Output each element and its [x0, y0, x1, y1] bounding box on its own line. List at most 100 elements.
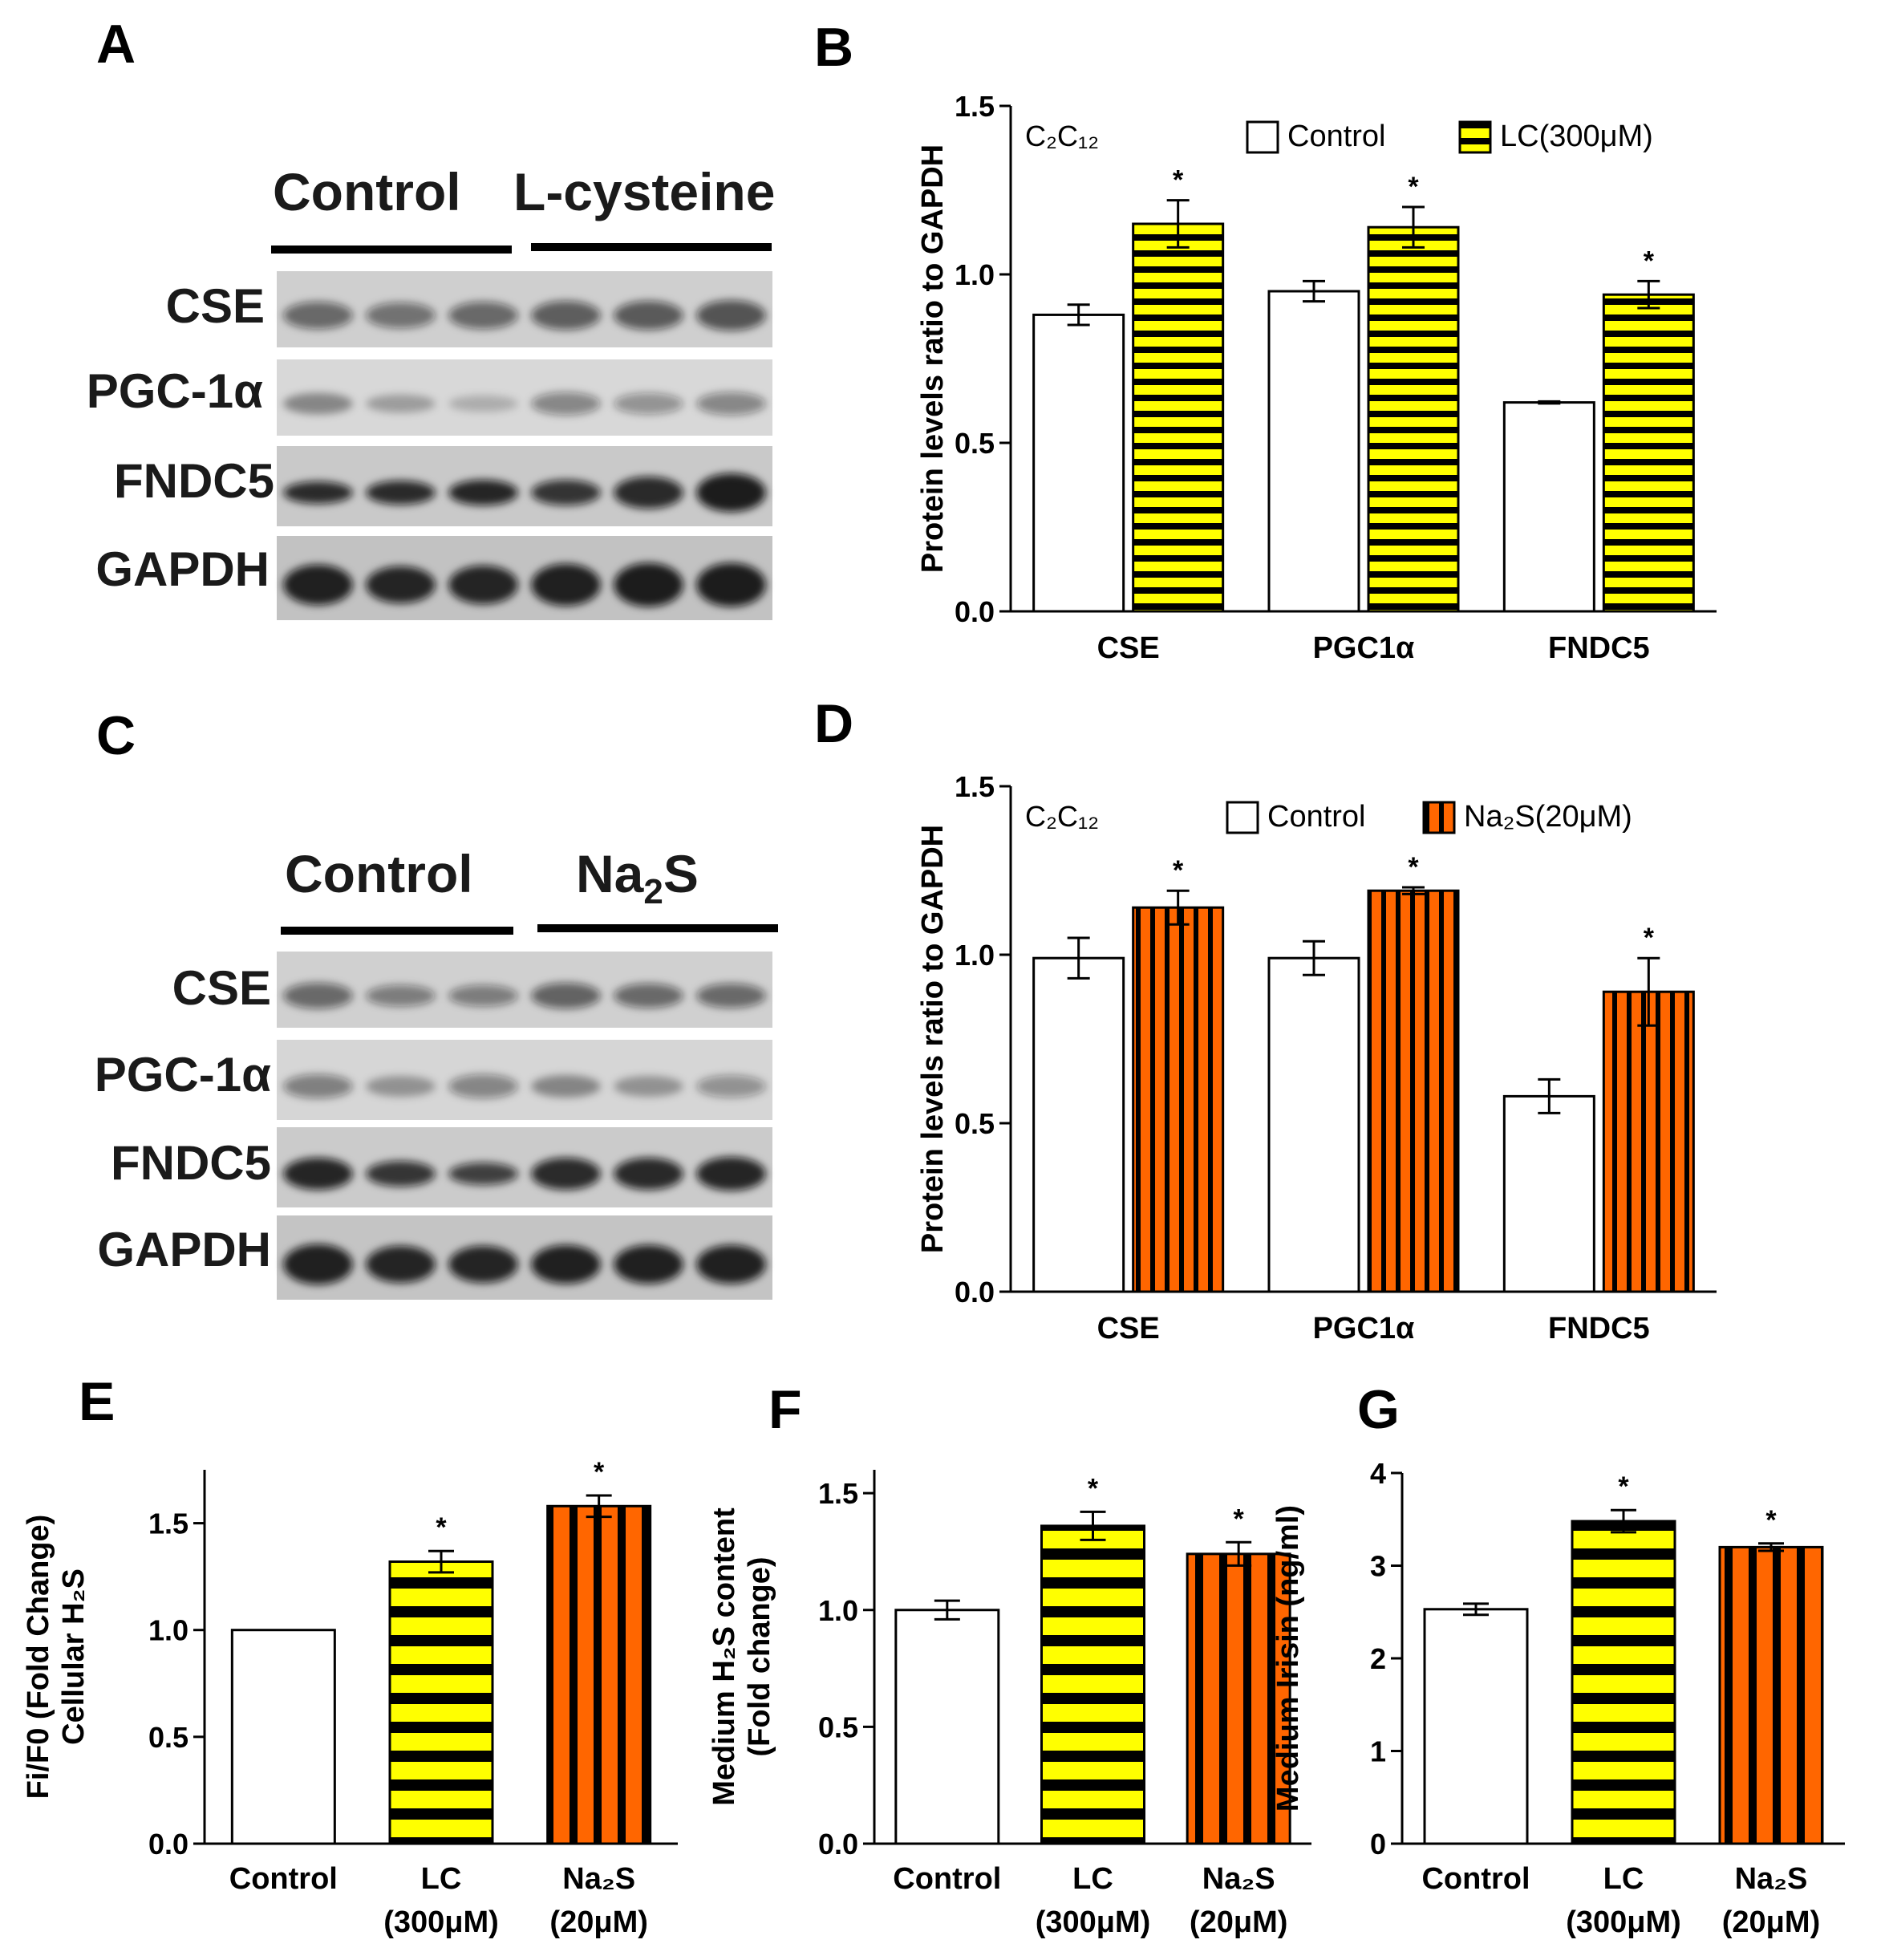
blot-strip — [277, 446, 772, 526]
blot-strip — [277, 1127, 772, 1207]
blot-a-group-control: Control — [273, 162, 461, 221]
blot-band — [696, 392, 766, 416]
bar — [1032, 313, 1125, 613]
bar — [1602, 293, 1695, 613]
blot-band — [448, 1163, 518, 1185]
blot-band — [531, 1075, 601, 1098]
panel-letter-a: A — [96, 14, 136, 75]
panel-letter-d: D — [814, 693, 853, 754]
y-tick-label: 1.5 — [955, 770, 995, 803]
blot-strip — [277, 271, 772, 347]
blot-band — [366, 566, 436, 604]
blot-band — [448, 984, 518, 1007]
blot-band — [696, 1075, 766, 1098]
y-tick-label: 0.5 — [148, 1721, 188, 1754]
blot-band — [614, 1076, 683, 1097]
blot-band — [614, 301, 683, 331]
western-blot-c: Control Na2S CSE PGC-1α FNDC5 GAPDH — [95, 844, 778, 1300]
legend-swatch — [1458, 120, 1492, 154]
blot-band — [283, 302, 353, 330]
x-category-label: LC — [1072, 1862, 1113, 1896]
blot-band — [531, 982, 601, 1009]
blot-band — [448, 480, 518, 505]
blot-band — [448, 302, 518, 330]
blot-band — [366, 1076, 436, 1097]
y-tick-label: 0.0 — [818, 1828, 858, 1861]
bar — [1423, 1608, 1529, 1845]
legend-label: Control — [1287, 120, 1386, 153]
blot-c-group-control: Control — [285, 844, 473, 903]
significance-star: * — [1408, 852, 1419, 883]
x-category-label: Control — [229, 1862, 338, 1896]
significance-star: * — [1173, 165, 1184, 196]
bar — [1367, 889, 1460, 1293]
y-tick-label: 1.0 — [955, 258, 995, 291]
significance-star: * — [1618, 1471, 1629, 1502]
significance-star: * — [1765, 1505, 1777, 1536]
y-tick-label: 0.5 — [955, 427, 995, 460]
blot-band — [614, 983, 683, 1008]
significance-star: * — [1644, 246, 1655, 276]
blot-band — [448, 1074, 518, 1098]
bar — [546, 1504, 652, 1845]
bar — [388, 1560, 494, 1845]
bar — [894, 1609, 1000, 1845]
x-category-label: FNDC5 — [1548, 1312, 1650, 1345]
blot-strip — [277, 1215, 772, 1300]
panel-letter-e: E — [79, 1371, 115, 1432]
blot-band — [366, 1245, 436, 1283]
blot-a-label-fndc5: FNDC5 — [114, 454, 274, 508]
x-category-sublabel: (20μM) — [1190, 1905, 1287, 1939]
blot-strip — [277, 1040, 772, 1120]
y-tick-label: 0.0 — [148, 1828, 188, 1861]
bar — [1502, 1094, 1595, 1293]
blot-band — [614, 477, 683, 509]
blot-band — [283, 481, 353, 504]
bar — [1032, 956, 1125, 1293]
blot-band — [366, 302, 436, 329]
blot-band — [696, 562, 766, 607]
inset-label: C₂C₁₂ — [1025, 120, 1099, 152]
bar — [1132, 906, 1225, 1293]
y-axis-title: Protein levels ratio to GAPDH — [916, 825, 950, 1253]
blot-band — [531, 563, 601, 607]
blot-a-bracket-control — [271, 246, 512, 254]
panel-letter-f: F — [768, 1379, 802, 1440]
bar — [1602, 990, 1695, 1293]
x-category-label: CSE — [1097, 1312, 1160, 1345]
blot-band — [696, 1244, 766, 1284]
x-category-label: LC — [421, 1862, 462, 1896]
blot-c-strips — [277, 952, 772, 1300]
blot-c-label-fndc5: FNDC5 — [111, 1136, 271, 1190]
significance-star: * — [594, 1457, 605, 1487]
x-category-label: Control — [893, 1862, 1001, 1896]
y-tick-label: 1 — [1370, 1735, 1386, 1768]
y-tick-label: 3 — [1370, 1550, 1386, 1583]
y-tick-label: 0.0 — [955, 595, 995, 628]
y-tick-label: 1.0 — [818, 1594, 858, 1627]
x-category-label: CSE — [1097, 631, 1160, 665]
x-category-sublabel: (300μM) — [383, 1905, 499, 1939]
blot-band — [696, 983, 766, 1008]
x-category-sublabel: (300μM) — [1566, 1905, 1681, 1939]
y-tick-label: 1.0 — [148, 1614, 188, 1647]
x-category-label: Na₂S — [1735, 1862, 1808, 1896]
bar — [230, 1629, 336, 1845]
blot-strip — [277, 359, 772, 436]
bar — [1571, 1520, 1676, 1845]
y-tick-label: 0.5 — [955, 1107, 995, 1140]
blot-band — [366, 1161, 436, 1187]
blot-band — [448, 565, 518, 605]
x-category-label: Na₂S — [562, 1862, 635, 1896]
inset-label: C₂C₁₂ — [1025, 800, 1099, 833]
y-tick-label: 1.5 — [818, 1477, 858, 1510]
blot-band — [283, 982, 353, 1009]
blot-band — [614, 562, 683, 607]
x-category-sublabel: (20μM) — [1722, 1905, 1820, 1939]
x-category-label: FNDC5 — [1548, 631, 1650, 665]
panel-letter-g: G — [1357, 1379, 1400, 1440]
legend-label: Control — [1267, 800, 1366, 834]
x-category-sublabel: (20μM) — [549, 1905, 647, 1939]
blot-band — [531, 1244, 601, 1284]
